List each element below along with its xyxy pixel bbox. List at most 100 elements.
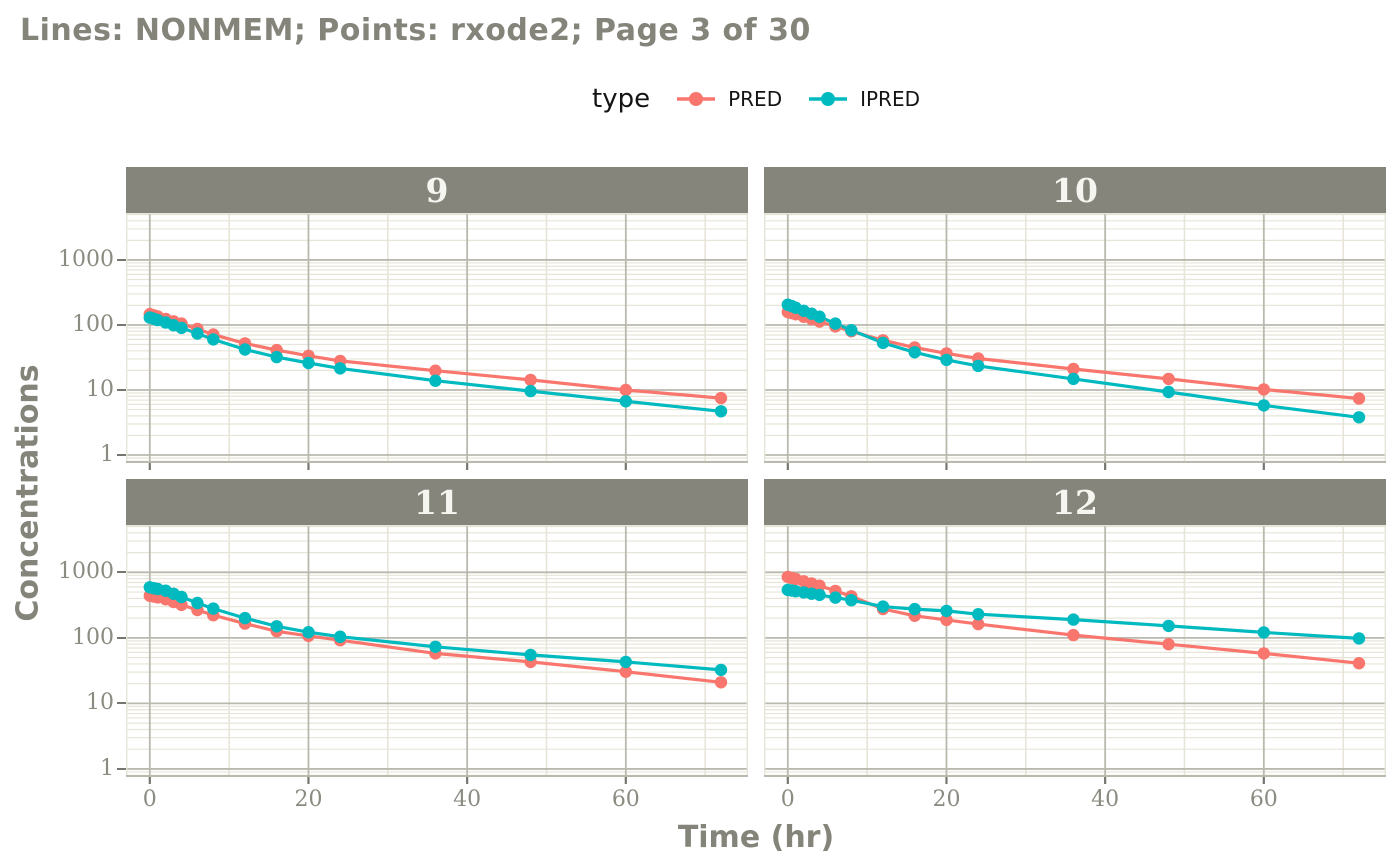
pred-rxode2-point (619, 383, 632, 397)
x-tick-label: 60 (1249, 787, 1278, 812)
ipred-rxode2-point (845, 594, 858, 607)
y-tick-mark (117, 258, 126, 261)
ipred-rxode2-point (1352, 411, 1366, 424)
ipred-rxode2-point (813, 310, 826, 323)
facet-strip-9: 9 (126, 167, 748, 213)
pred-rxode2-point (619, 665, 632, 678)
ipred-rxode2-point (524, 384, 537, 398)
chart-title: Lines: NONMEM; Points: rxode2; Page 3 of… (20, 13, 811, 48)
pred-rxode2-point (1257, 647, 1270, 660)
legend-item-ipred: IPRED (808, 87, 920, 111)
pred-rxode2-point (940, 613, 953, 627)
pred-rxode2-point (972, 617, 985, 631)
x-tick-label: 20 (932, 787, 961, 812)
ipred-rxode2-point (829, 591, 842, 604)
pred-nonmem-line (149, 594, 722, 684)
ipred-rxode2-point (175, 321, 188, 335)
facet-strip-11: 11 (126, 479, 748, 525)
y-tick-label: 10 (86, 376, 114, 402)
y-tick-mark (117, 454, 126, 456)
y-tick-mark (117, 702, 126, 705)
x-tick-label: 20 (294, 787, 323, 812)
ipred-rxode2-point (270, 350, 283, 364)
legend-key-point (821, 92, 836, 106)
pred-rxode2-point (524, 373, 537, 387)
y-tick-label: 1 (100, 755, 114, 781)
ipred-rxode2-point (429, 374, 442, 387)
ipred-rxode2-point (191, 327, 204, 340)
ipred-rxode2-point (270, 620, 283, 633)
legend-title: type (592, 84, 651, 114)
ipred-rxode2-point (1162, 619, 1175, 633)
ipred-rxode2-point (1257, 399, 1270, 412)
ipred-rxode2-point (334, 362, 347, 375)
ipred-rxode2-point (829, 317, 842, 330)
legend-label-ipred: IPRED (860, 87, 920, 111)
ipred-rxode2-point (876, 600, 890, 613)
pred-rxode2-point (429, 364, 442, 377)
facet-panel-11 (126, 525, 748, 785)
ipred-rxode2-point (940, 353, 953, 367)
ipred-rxode2-point (207, 333, 220, 346)
ipred-rxode2-point (1352, 632, 1366, 645)
y-tick-mark (117, 636, 126, 639)
ipred-rxode2-point (972, 608, 985, 621)
y-tick-label: 1 (100, 442, 114, 467)
ipred-rxode2-point (191, 596, 204, 610)
ipred-rxode2-point (908, 346, 921, 359)
ipred-rxode2-point (1257, 626, 1270, 639)
y-tick-mark (117, 323, 126, 326)
facet-strip-10: 10 (764, 167, 1386, 213)
y-tick-mark (117, 388, 126, 391)
ipred-rxode2-point (876, 336, 890, 350)
facet-12: 12 (764, 479, 1386, 785)
y-tick-label: 100 (72, 624, 114, 650)
ipred-rxode2-point (238, 611, 252, 625)
pred-rxode2-point (1162, 638, 1175, 651)
ipred-rxode2-point (908, 602, 921, 616)
y-tick-label: 100 (72, 311, 114, 337)
x-tick-label: 40 (1091, 787, 1120, 812)
ipred-rxode2-point (1067, 372, 1080, 386)
pred-rxode2-point (1067, 628, 1080, 642)
pred-rxode2-point (1067, 362, 1080, 376)
y-tick-label: 1000 (58, 246, 114, 272)
ipred-rxode2-point (429, 640, 442, 653)
ipred-rxode2-point (714, 663, 728, 677)
y-tick-mark (117, 767, 126, 770)
legend: type PRED IPRED (126, 80, 1386, 118)
ipred-rxode2-point (972, 359, 985, 373)
ipred-rxode2-point (845, 324, 858, 337)
legend-key-point (689, 92, 704, 106)
ipred-rxode2-point (940, 604, 953, 618)
facet-panel-10 (764, 213, 1386, 471)
pred-line-point-key-icon (677, 92, 716, 106)
x-tick-label: 0 (142, 787, 157, 812)
ipred-rxode2-point (175, 590, 188, 604)
facet-strip-12: 12 (764, 479, 1386, 525)
facet-panel-12 (764, 525, 1386, 785)
ipred-rxode2-point (302, 626, 315, 639)
x-tick-label: 0 (780, 787, 795, 812)
ipred-rxode2-point (334, 630, 347, 643)
ipred-rxode2-point (207, 602, 220, 615)
y-tick-label: 1000 (58, 559, 114, 585)
pred-rxode2-point (714, 391, 728, 405)
facet-10: 10 (764, 167, 1386, 471)
y-tick-label: 10 (86, 690, 114, 716)
x-tick-label: 60 (611, 787, 640, 812)
pred-rxode2-point (1162, 372, 1175, 386)
ipred-line-point-key-icon (809, 92, 848, 106)
ipred-rxode2-point (238, 343, 252, 356)
facet-9: 9 (126, 167, 748, 471)
facet-11: 11 (126, 479, 748, 785)
pred-rxode2-point (1257, 383, 1270, 396)
ipred-rxode2-point (714, 405, 728, 418)
y-tick-mark (117, 571, 126, 574)
ipred-rxode2-point (619, 395, 632, 408)
ipred-rxode2-point (524, 648, 537, 662)
x-axis-title: Time (hr) (677, 820, 835, 855)
ipred-rxode2-point (1067, 613, 1080, 626)
ipred-rxode2-point (619, 655, 632, 669)
